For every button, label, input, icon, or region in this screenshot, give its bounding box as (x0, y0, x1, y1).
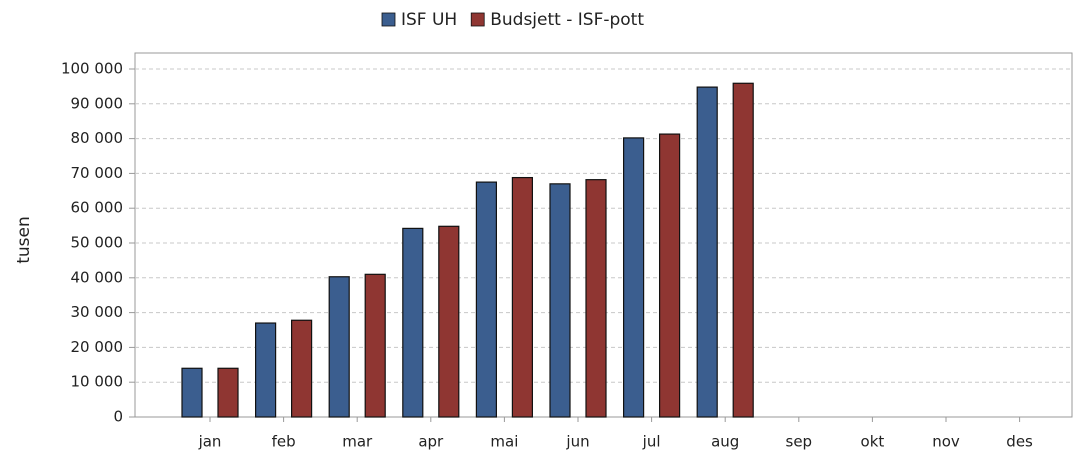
y-tick-label: 30 000 (71, 303, 124, 321)
bar (732, 82, 754, 418)
bar (549, 183, 571, 418)
legend-swatch (470, 12, 485, 27)
x-tick-label: mai (490, 433, 518, 450)
x-tick-label: sep (786, 433, 813, 450)
bar (475, 181, 497, 418)
y-tick-label: 20 000 (71, 338, 124, 356)
x-tick-label: jun (565, 433, 589, 450)
bar (696, 86, 718, 418)
legend-label: Budsjett - ISF-pott (490, 10, 644, 30)
y-tick-label: 80 000 (71, 129, 124, 147)
legend-swatch (381, 12, 396, 27)
bar (511, 176, 534, 418)
x-tick-label: nov (932, 433, 960, 450)
bar (217, 367, 239, 418)
x-tick-label: apr (418, 433, 444, 450)
x-tick-label: jul (642, 433, 661, 450)
y-tick-label: 100 000 (61, 60, 123, 78)
bar (328, 276, 350, 418)
y-tick-label: 50 000 (71, 234, 124, 252)
y-tick-label: 90 000 (71, 94, 124, 112)
x-tick-label: des (1006, 433, 1033, 450)
bar (364, 273, 386, 418)
bar (402, 227, 424, 418)
y-tick-label: 70 000 (71, 164, 124, 182)
bar (255, 322, 277, 418)
bar (291, 319, 313, 418)
x-tick-label: feb (272, 433, 296, 450)
x-tick-label: mar (342, 433, 373, 450)
legend-label: ISF UH (401, 10, 457, 30)
x-tick-label: okt (861, 433, 885, 450)
bar (658, 133, 681, 418)
bar (585, 179, 607, 418)
y-tick-label: 10 000 (71, 373, 124, 391)
y-tick-label: 40 000 (71, 268, 124, 286)
y-tick-label: 60 000 (71, 199, 124, 217)
bar (622, 137, 645, 418)
x-tick-label: jan (198, 433, 222, 450)
bar (181, 367, 203, 418)
x-tick-label: aug (711, 433, 739, 450)
y-tick-label: 0 (113, 408, 123, 426)
y-axis-title: tusen (14, 216, 34, 264)
bar (438, 225, 460, 418)
